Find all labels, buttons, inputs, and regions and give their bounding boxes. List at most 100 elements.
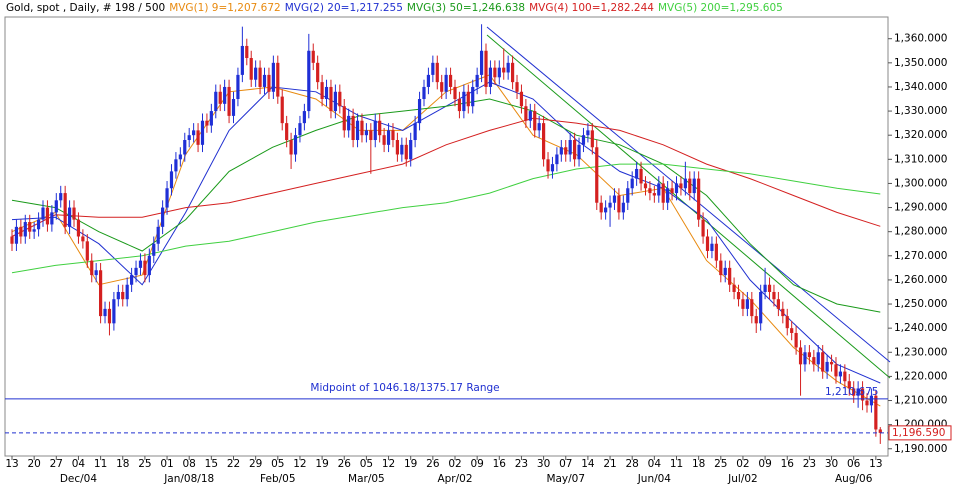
candle-body (54, 200, 58, 213)
month-label: Jul/02 (727, 473, 758, 485)
candle-body (834, 364, 838, 377)
x-tick-label: 16 (493, 458, 507, 470)
month-label: Jan/08/18 (163, 473, 214, 485)
x-tick-label: 06 (847, 458, 861, 470)
candle-body (790, 328, 794, 333)
candle-body (236, 74, 240, 100)
candle-body (347, 115, 351, 131)
candle-body (528, 111, 532, 121)
candle-body (249, 58, 253, 80)
trendline (486, 26, 891, 363)
y-tick-label: 1,300.000 (894, 177, 947, 189)
candle-body (192, 130, 196, 136)
candle-body (519, 91, 524, 107)
x-tick-label: 21 (603, 458, 616, 470)
candle-body (293, 135, 298, 155)
candle-body (732, 284, 736, 292)
y-tick-label: 1,230.000 (894, 346, 947, 358)
last-price-label: 1,196.590 (892, 427, 945, 439)
x-tick-label: 13 (869, 458, 882, 470)
candle-body (484, 50, 488, 87)
candle-body (776, 299, 780, 309)
candle-body (648, 188, 652, 194)
candle-body (214, 91, 218, 112)
candle-body (524, 106, 528, 121)
x-tick-label: 07 (559, 458, 572, 470)
candle-body (590, 130, 594, 148)
candle-body (320, 82, 324, 100)
x-tick-label: 04 (72, 458, 86, 470)
candle-body (112, 299, 116, 324)
candle-body (76, 219, 81, 237)
x-tick-label: 11 (670, 458, 683, 470)
candle-body (785, 316, 789, 329)
y-tick-label: 1,220.000 (894, 370, 947, 382)
candle-body (794, 332, 798, 348)
candle-body (333, 91, 337, 112)
candle-body (400, 144, 404, 155)
candle-body (121, 291, 125, 300)
candle-body (829, 361, 834, 365)
legend-entry: MVG(5) 200=1,295.605 (658, 2, 783, 14)
candle-body (537, 123, 541, 131)
x-tick-label: 20 (27, 458, 40, 470)
candle-body (19, 226, 23, 237)
candle-body (10, 236, 14, 244)
candle-body (342, 106, 346, 131)
candle-body (289, 140, 293, 155)
candle-body (254, 67, 258, 80)
candle-body (683, 178, 687, 189)
candle-body (475, 74, 479, 87)
y-tick-label: 1,260.000 (894, 274, 947, 286)
candle-body (710, 243, 714, 251)
x-tick-label: 19 (315, 458, 328, 470)
x-tick-label: 05 (360, 458, 373, 470)
candle-body (67, 207, 72, 227)
candle-body (280, 96, 284, 124)
candle-body (231, 99, 236, 116)
candle-body (750, 299, 754, 317)
candle-body (205, 120, 209, 126)
x-tick-label: 18 (692, 458, 705, 470)
candle-body (183, 140, 187, 155)
candle-body (462, 91, 466, 112)
candle-body (798, 347, 803, 365)
candle-body (364, 130, 368, 136)
candle-body (670, 188, 674, 194)
x-tick-label: 11 (94, 458, 107, 470)
x-tick-label: 26 (426, 458, 440, 470)
month-label: Jun/04 (637, 473, 672, 485)
candle-body (245, 45, 249, 59)
candle-body (860, 388, 865, 401)
candle-body (869, 395, 874, 406)
candle-body (555, 154, 559, 165)
month-label: Apr/02 (437, 473, 472, 485)
candle-body (510, 62, 515, 83)
candle-body (169, 171, 174, 189)
candle-body (745, 299, 749, 309)
candle-body (413, 123, 417, 141)
candle-body (679, 183, 683, 189)
y-tick-label: 1,330.000 (894, 105, 947, 117)
candle-body (635, 168, 639, 179)
x-tick-label: 13 (5, 458, 18, 470)
candle-body (161, 207, 165, 227)
candle-body (395, 140, 400, 155)
candle-body (369, 130, 373, 141)
y-tick-label: 1,250.000 (894, 298, 947, 310)
candle-body (714, 243, 718, 261)
candle-body (838, 371, 843, 377)
candle-body (386, 130, 391, 145)
candle-body (816, 352, 820, 365)
candle-body (865, 400, 869, 406)
candle-body (147, 255, 151, 276)
candle-body (573, 140, 577, 160)
candle-body (130, 275, 134, 285)
candle-body (32, 229, 36, 232)
candle-body (559, 147, 563, 155)
candle-body (577, 144, 581, 160)
y-tick-label: 1,360.000 (894, 33, 947, 45)
candle-body (763, 284, 767, 292)
candle-body (382, 135, 386, 145)
last-price-box (888, 425, 952, 441)
